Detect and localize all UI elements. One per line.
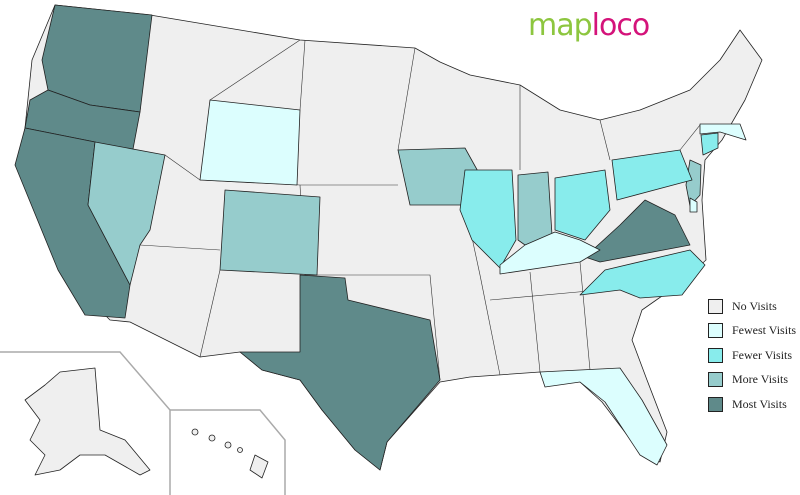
state-north-carolina: [579, 249, 706, 299]
legend-label: More Visits: [732, 372, 789, 387]
state-kentucky: [499, 231, 601, 275]
legend-swatch: [708, 323, 723, 339]
maploco-logo: maploco: [528, 8, 650, 43]
legend-item: No Visits: [708, 294, 796, 319]
legend-swatch: [708, 372, 723, 388]
legend-swatch: [708, 396, 723, 412]
alaska-inset: [0, 351, 286, 495]
legend-label: No Visits: [732, 298, 777, 313]
state-hawaii: [191, 428, 269, 479]
state-texas: [239, 274, 441, 471]
state-delaware: [689, 197, 698, 213]
state-indiana: [517, 171, 553, 246]
state-colorado: [219, 189, 321, 276]
state-pennsylvania: [611, 149, 693, 201]
state-florida: [539, 367, 668, 466]
us-outline: [17, 4, 763, 471]
state-ohio: [554, 169, 611, 241]
state-virginia: [584, 199, 691, 263]
legend-swatch: [708, 347, 723, 363]
legend: No Visits Fewest Visits Fewer Visits More V…: [708, 294, 796, 417]
legend-label: Most Visits: [732, 396, 787, 411]
legend-label: Fewer Visits: [732, 347, 793, 362]
legend-item: Most Visits: [708, 392, 796, 417]
state-nevada: [87, 141, 166, 286]
state-alaska: [24, 367, 151, 476]
legend-item: More Visits: [708, 368, 796, 393]
state-connecticut: [700, 132, 719, 156]
state-wyoming: [199, 99, 301, 186]
legend-item: Fewer Visits: [708, 343, 796, 368]
legend-label: Fewest Visits: [732, 323, 797, 338]
legend-swatch: [708, 298, 723, 314]
legend-item: Fewest Visits: [708, 319, 796, 344]
state-massachusetts: [699, 123, 747, 141]
